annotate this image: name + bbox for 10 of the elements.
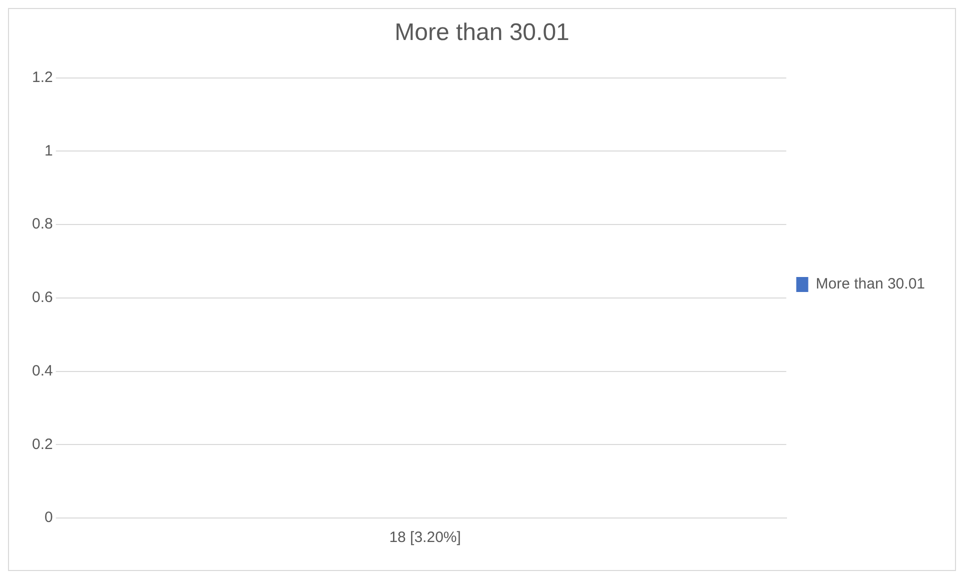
legend-label: More than 30.01	[816, 276, 926, 293]
y-tick-label: 0.8	[32, 216, 53, 233]
y-tick-label: 1	[44, 142, 53, 160]
y-tick-label: 0.4	[32, 362, 53, 380]
y-tick-label: 0.6	[32, 289, 53, 306]
y-tick-label: 0	[44, 509, 53, 526]
chart-title: More than 30.01	[394, 19, 570, 46]
x-tick-label: 18 [3.20%]	[389, 529, 461, 546]
y-tick-label: 0.2	[32, 436, 53, 453]
y-tick-label: 1.2	[32, 68, 53, 86]
